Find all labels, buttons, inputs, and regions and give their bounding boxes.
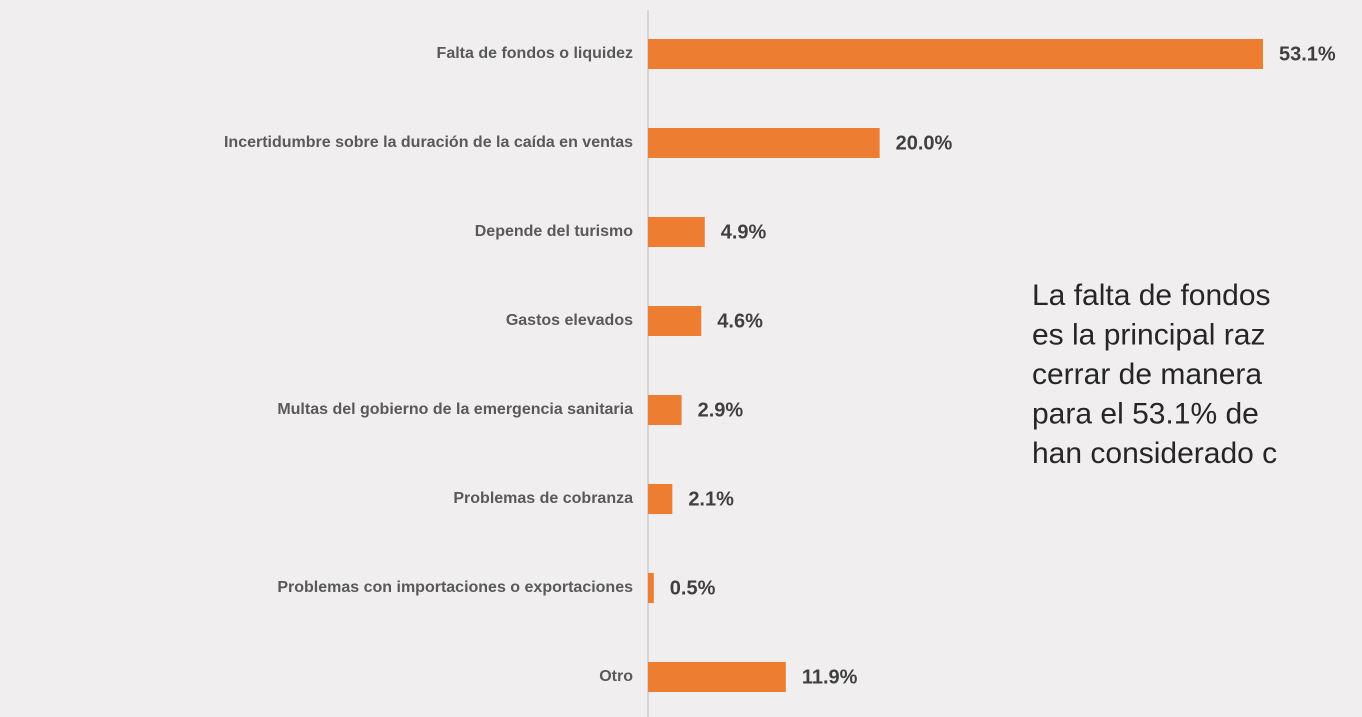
bar (648, 573, 654, 603)
category-label: Gastos elevados (506, 312, 633, 329)
category-label: Incertidumbre sobre la duración de la ca… (224, 134, 633, 151)
bar (648, 484, 673, 514)
data-label: 20.0% (896, 132, 953, 154)
bar (648, 217, 705, 247)
annotation-line: para el 53.1% de (1032, 397, 1259, 430)
bar (648, 39, 1263, 69)
bar (648, 306, 702, 336)
annotation-line: cerrar de manera (1032, 358, 1262, 391)
category-label: Multas del gobierno de la emergencia san… (277, 401, 633, 418)
annotation-line: La falta de fondos (1032, 279, 1271, 312)
data-label: 53.1% (1279, 43, 1336, 65)
bar (648, 662, 786, 692)
category-label: Falta de fondos o liquidez (437, 45, 633, 62)
bar (648, 128, 880, 158)
data-label: 4.6% (717, 310, 763, 332)
bar (648, 395, 682, 425)
data-label: 11.9% (802, 666, 858, 688)
data-label: 0.5% (670, 577, 716, 599)
category-label: Depende del turismo (475, 223, 633, 240)
category-label: Otro (599, 668, 633, 685)
category-label: Problemas con importaciones o exportacio… (277, 579, 633, 596)
data-label: 2.9% (698, 399, 744, 421)
data-label: 4.9% (721, 221, 767, 243)
data-label: 2.1% (688, 488, 734, 510)
category-label: Problemas de cobranza (453, 490, 633, 507)
annotation-line: es la principal raz (1032, 318, 1265, 351)
annotation-line: han considerado c (1032, 437, 1277, 470)
